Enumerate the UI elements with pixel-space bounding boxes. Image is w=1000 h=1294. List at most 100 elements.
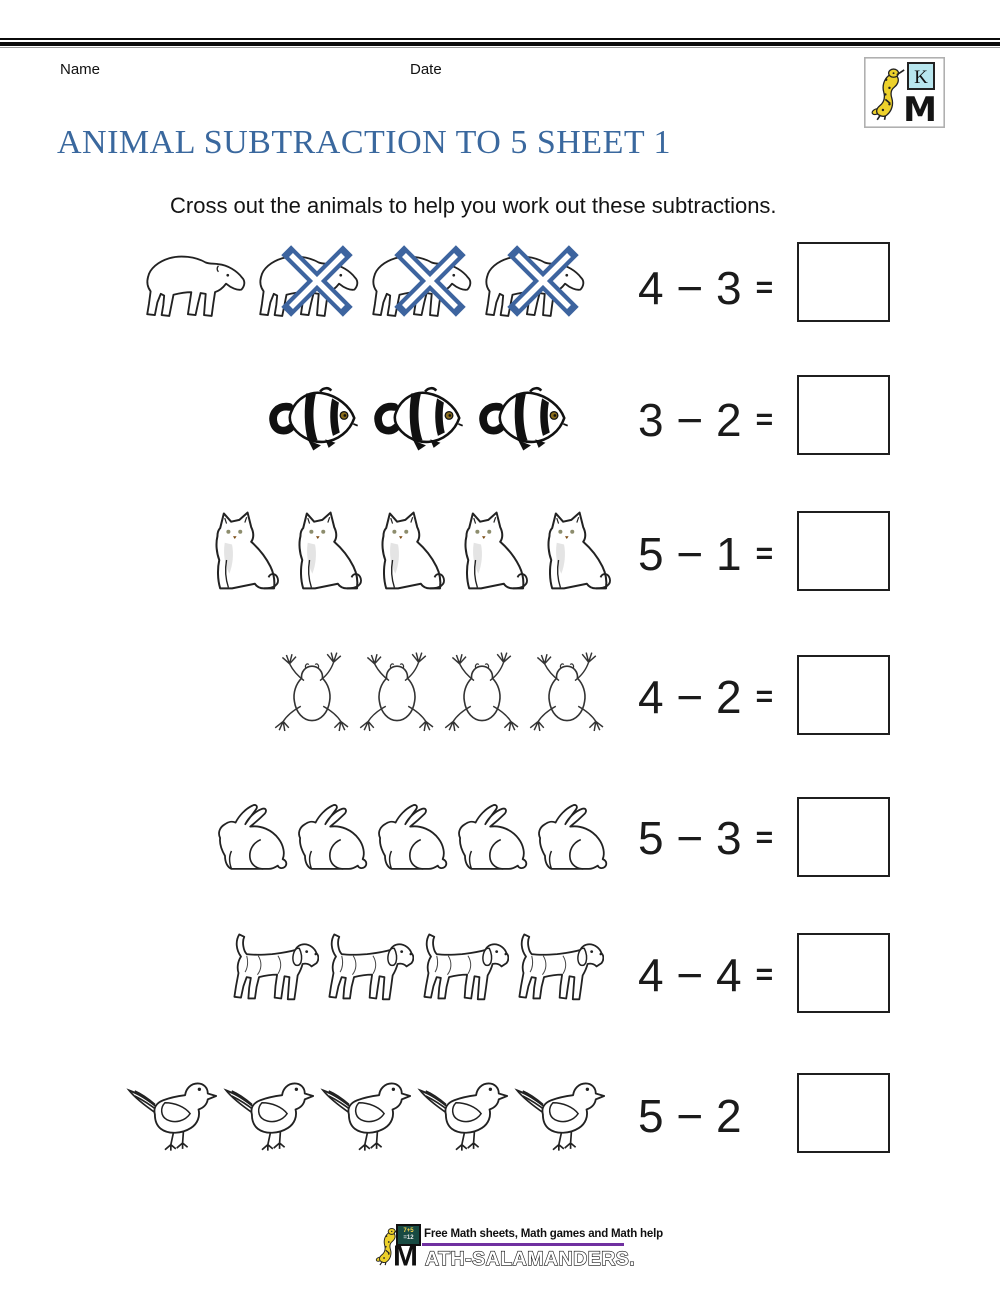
rabbit-image	[292, 798, 370, 878]
equation: 4 − 4 =	[638, 949, 773, 1001]
answer-box[interactable]	[797, 655, 890, 735]
dog-image	[227, 930, 319, 1016]
mini-chalkboard-icon: 7+5 =12	[396, 1224, 421, 1246]
brand-logo: K M	[864, 57, 946, 130]
answer-box[interactable]	[797, 375, 890, 455]
frog-drawing	[442, 645, 522, 745]
bird-drawing	[414, 1077, 508, 1157]
rabbit-image	[532, 798, 610, 878]
equation: 3 − 2 =	[638, 394, 773, 446]
animal-group-bird	[123, 1077, 605, 1157]
footer-underline	[422, 1243, 624, 1246]
subtraction-expression: 5 − 1	[638, 528, 742, 580]
frog-drawing	[357, 645, 437, 745]
clownfish-image	[265, 383, 365, 453]
name-label: Name	[60, 61, 101, 78]
frog-drawing	[272, 645, 352, 745]
frog-image	[527, 645, 607, 745]
equals-sign: =	[755, 821, 774, 854]
top-border-bar	[0, 42, 1000, 46]
equals-sign: =	[755, 537, 774, 570]
chalkboard-text: 7+5	[403, 1228, 414, 1234]
cat-drawing	[371, 508, 447, 592]
top-border-shadow	[0, 47, 1000, 48]
frog-image	[357, 645, 437, 745]
cat-image	[454, 508, 530, 592]
rabbit-drawing	[452, 798, 530, 878]
clownfish-drawing	[265, 383, 365, 453]
animal-group-rabbit	[212, 798, 610, 878]
logo-k-letter: K	[914, 67, 928, 88]
bird-image	[414, 1077, 508, 1157]
answer-box[interactable]	[797, 242, 890, 322]
equals-sign: =	[755, 680, 774, 713]
frog-image	[272, 645, 352, 745]
answer-box[interactable]	[797, 511, 890, 591]
dog-image	[512, 930, 604, 1016]
polar-bear-image	[137, 243, 249, 321]
cat-image	[288, 508, 364, 592]
rabbit-drawing	[212, 798, 290, 878]
cross-out-icon	[506, 243, 580, 319]
cat-drawing	[537, 508, 613, 592]
animal-group-clownfish	[265, 383, 575, 453]
polar-bear-drawing	[137, 243, 249, 321]
polar-bear-image	[363, 243, 475, 321]
clownfish-image	[370, 383, 470, 453]
date-label: Date	[410, 61, 442, 78]
rabbit-drawing	[292, 798, 370, 878]
dog-drawing	[322, 930, 414, 1016]
animal-group-cat	[205, 508, 613, 592]
subtraction-expression: 3 − 2	[638, 394, 742, 446]
rabbit-drawing	[372, 798, 450, 878]
footer-tagline: Free Math sheets, Math games and Math he…	[424, 1228, 663, 1240]
animal-group-frog	[272, 645, 607, 745]
equation: 5 − 2	[638, 1090, 742, 1142]
rabbit-image	[372, 798, 450, 878]
rabbit-image	[212, 798, 290, 878]
equation: 5 − 1 =	[638, 528, 773, 580]
cat-drawing	[454, 508, 530, 592]
dog-image	[322, 930, 414, 1016]
rabbit-drawing	[532, 798, 610, 878]
frog-drawing	[527, 645, 607, 745]
footer-logo-m: M	[393, 1240, 418, 1273]
bird-drawing	[511, 1077, 605, 1157]
polar-bear-image	[250, 243, 362, 321]
cross-out-icon	[393, 243, 467, 319]
equals-sign: =	[755, 403, 774, 436]
equals-sign: =	[755, 958, 774, 991]
cat-image	[371, 508, 447, 592]
subtraction-expression: 4 − 4	[638, 949, 742, 1001]
page-title: ANIMAL SUBTRACTION TO 5 SHEET 1	[57, 124, 671, 161]
animal-group-dog	[227, 930, 604, 1016]
answer-box[interactable]	[797, 797, 890, 877]
dog-image	[417, 930, 509, 1016]
top-border-line	[0, 38, 1000, 40]
subtraction-expression: 5 − 2	[638, 1090, 742, 1142]
polar-bear-image	[476, 243, 588, 321]
cat-drawing	[288, 508, 364, 592]
bird-drawing	[123, 1077, 217, 1157]
frog-image	[442, 645, 522, 745]
clownfish-image	[475, 383, 575, 453]
bird-image	[317, 1077, 411, 1157]
answer-box[interactable]	[797, 933, 890, 1013]
bird-image	[220, 1077, 314, 1157]
bird-drawing	[317, 1077, 411, 1157]
cross-out-icon	[280, 243, 354, 319]
instruction-text: Cross out the animals to help you work o…	[170, 193, 777, 218]
equation: 4 − 2 =	[638, 671, 773, 723]
cat-drawing	[205, 508, 281, 592]
bird-image	[123, 1077, 217, 1157]
answer-box[interactable]	[797, 1073, 890, 1153]
equals-sign: =	[755, 271, 774, 304]
equation: 4 − 3 =	[638, 262, 773, 314]
logo-m-letter: M	[903, 90, 937, 128]
dog-drawing	[512, 930, 604, 1016]
subtraction-expression: 4 − 3	[638, 262, 742, 314]
footer-site-label: ATH-SALAMANDERS.COM	[425, 1248, 634, 1270]
clownfish-drawing	[475, 383, 575, 453]
footer-site-text: ATH-SALAMANDERS.COM	[424, 1247, 634, 1270]
